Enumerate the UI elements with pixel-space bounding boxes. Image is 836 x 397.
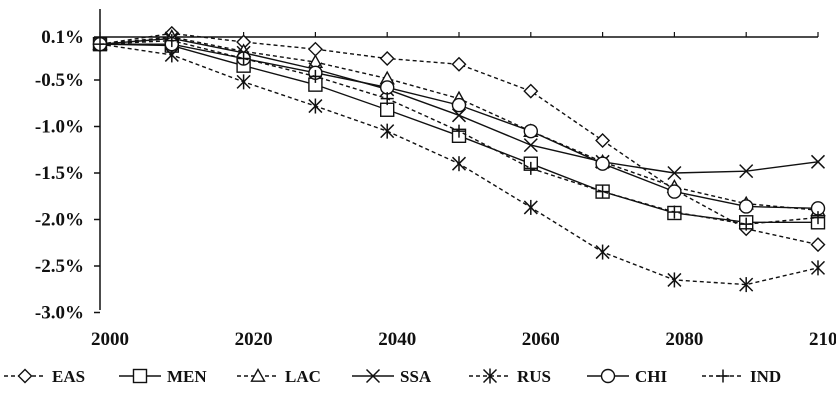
x-marker-stroke xyxy=(523,138,538,153)
legend-marker-lac xyxy=(250,368,266,382)
series-ind xyxy=(93,34,825,231)
data-point-ind xyxy=(380,92,394,106)
legend-item-men: MEN xyxy=(119,367,207,386)
legend-label-eas: EAS xyxy=(52,367,85,386)
y-tick-label: 0.1% xyxy=(41,27,84,48)
data-point-eas xyxy=(595,132,611,148)
data-point-rus xyxy=(523,199,538,215)
y-tick-label: -1.0% xyxy=(35,117,84,138)
data-point-ssa xyxy=(523,138,538,153)
data-point-eas xyxy=(379,51,395,66)
data-point-men xyxy=(380,102,395,117)
y-tick-label: -0.5% xyxy=(35,70,84,91)
data-point-rus xyxy=(810,260,826,276)
x-tick-label: 2080 xyxy=(665,329,703,350)
data-point-ind xyxy=(165,34,179,48)
x-tick-label: 2060 xyxy=(522,329,560,350)
data-point-ind xyxy=(596,185,610,199)
data-point-ssa xyxy=(739,164,754,179)
data-point-ssa xyxy=(451,108,467,123)
data-point-chi xyxy=(523,123,538,139)
data-point-chi xyxy=(451,97,467,113)
data-point-eas xyxy=(451,56,467,72)
legend-item-ssa: SSA xyxy=(352,367,432,386)
legend-marker-eas xyxy=(17,368,33,384)
series-ssa xyxy=(92,31,826,181)
data-point-ind xyxy=(237,52,251,65)
legend-marker-chi xyxy=(600,368,616,384)
legend-label-chi: CHI xyxy=(635,367,668,386)
y-tick-label: -3.0% xyxy=(35,303,84,324)
legend-marker-men xyxy=(132,368,148,384)
data-point-rus xyxy=(595,244,610,260)
data-point-ind xyxy=(452,124,466,138)
data-point-chi xyxy=(595,156,610,171)
data-point-ssa xyxy=(810,154,826,169)
legend-item-rus: RUS xyxy=(469,367,551,386)
legend-item-eas: EAS xyxy=(4,367,85,386)
chart-axes: 0.1% -0.5% -1.0% -1.5% -2.0% -2.5% -3.0% 2000 20… xyxy=(35,9,836,350)
y-tick-label: -2.0% xyxy=(35,210,84,231)
x-tick-label: 2000 xyxy=(91,329,129,350)
legend-label-rus: RUS xyxy=(517,367,551,386)
data-point-ind xyxy=(524,161,538,175)
legend-label-ssa: SSA xyxy=(400,367,432,386)
data-point-eas xyxy=(307,41,323,57)
legend-item-chi: CHI xyxy=(587,367,668,386)
data-point-rus xyxy=(308,98,323,114)
legend-label-lac: LAC xyxy=(285,367,321,386)
data-point-chi xyxy=(667,184,682,199)
data-point-rus xyxy=(667,272,682,288)
data-point-ssa xyxy=(667,165,682,181)
x-tick-label: 2020 xyxy=(235,329,273,350)
x-tick-label: 2100 xyxy=(809,329,836,350)
legend-label-men: MEN xyxy=(167,367,207,386)
series-line-eas xyxy=(99,32,819,246)
data-point-rus xyxy=(236,74,251,90)
data-point-chi xyxy=(380,80,395,95)
x-marker-stroke xyxy=(365,368,381,384)
legend-marker-ssa xyxy=(365,368,381,384)
data-point-ind xyxy=(93,37,107,51)
data-point-ind xyxy=(739,217,753,231)
data-point-eas xyxy=(523,83,539,99)
legend-label-ind: IND xyxy=(750,367,781,386)
data-point-rus xyxy=(380,123,395,139)
data-point-rus xyxy=(451,156,467,172)
data-point-eas xyxy=(810,237,826,253)
series-rus xyxy=(92,36,826,293)
y-tick-label: -2.5% xyxy=(35,256,84,277)
legend-item-ind: IND xyxy=(702,367,781,386)
legend-marker-ind xyxy=(716,369,730,383)
x-tick-label: 2040 xyxy=(378,329,416,350)
x-marker-stroke xyxy=(739,164,754,179)
x-marker-stroke xyxy=(810,154,826,169)
y-tick-label: -1.5% xyxy=(35,163,84,184)
chart-series xyxy=(92,25,826,293)
data-point-chi xyxy=(739,199,754,214)
data-point-rus xyxy=(739,277,754,293)
data-point-ind xyxy=(667,205,681,219)
data-point-ind xyxy=(811,211,825,225)
x-marker-stroke xyxy=(451,108,467,123)
x-marker-stroke xyxy=(667,165,682,181)
data-point-ind xyxy=(308,69,322,83)
legend-marker-rus xyxy=(482,368,498,384)
chart-legend: EAS MEN LAC SSA RUS CHI IND xyxy=(4,367,781,386)
legend-item-lac: LAC xyxy=(237,367,321,386)
